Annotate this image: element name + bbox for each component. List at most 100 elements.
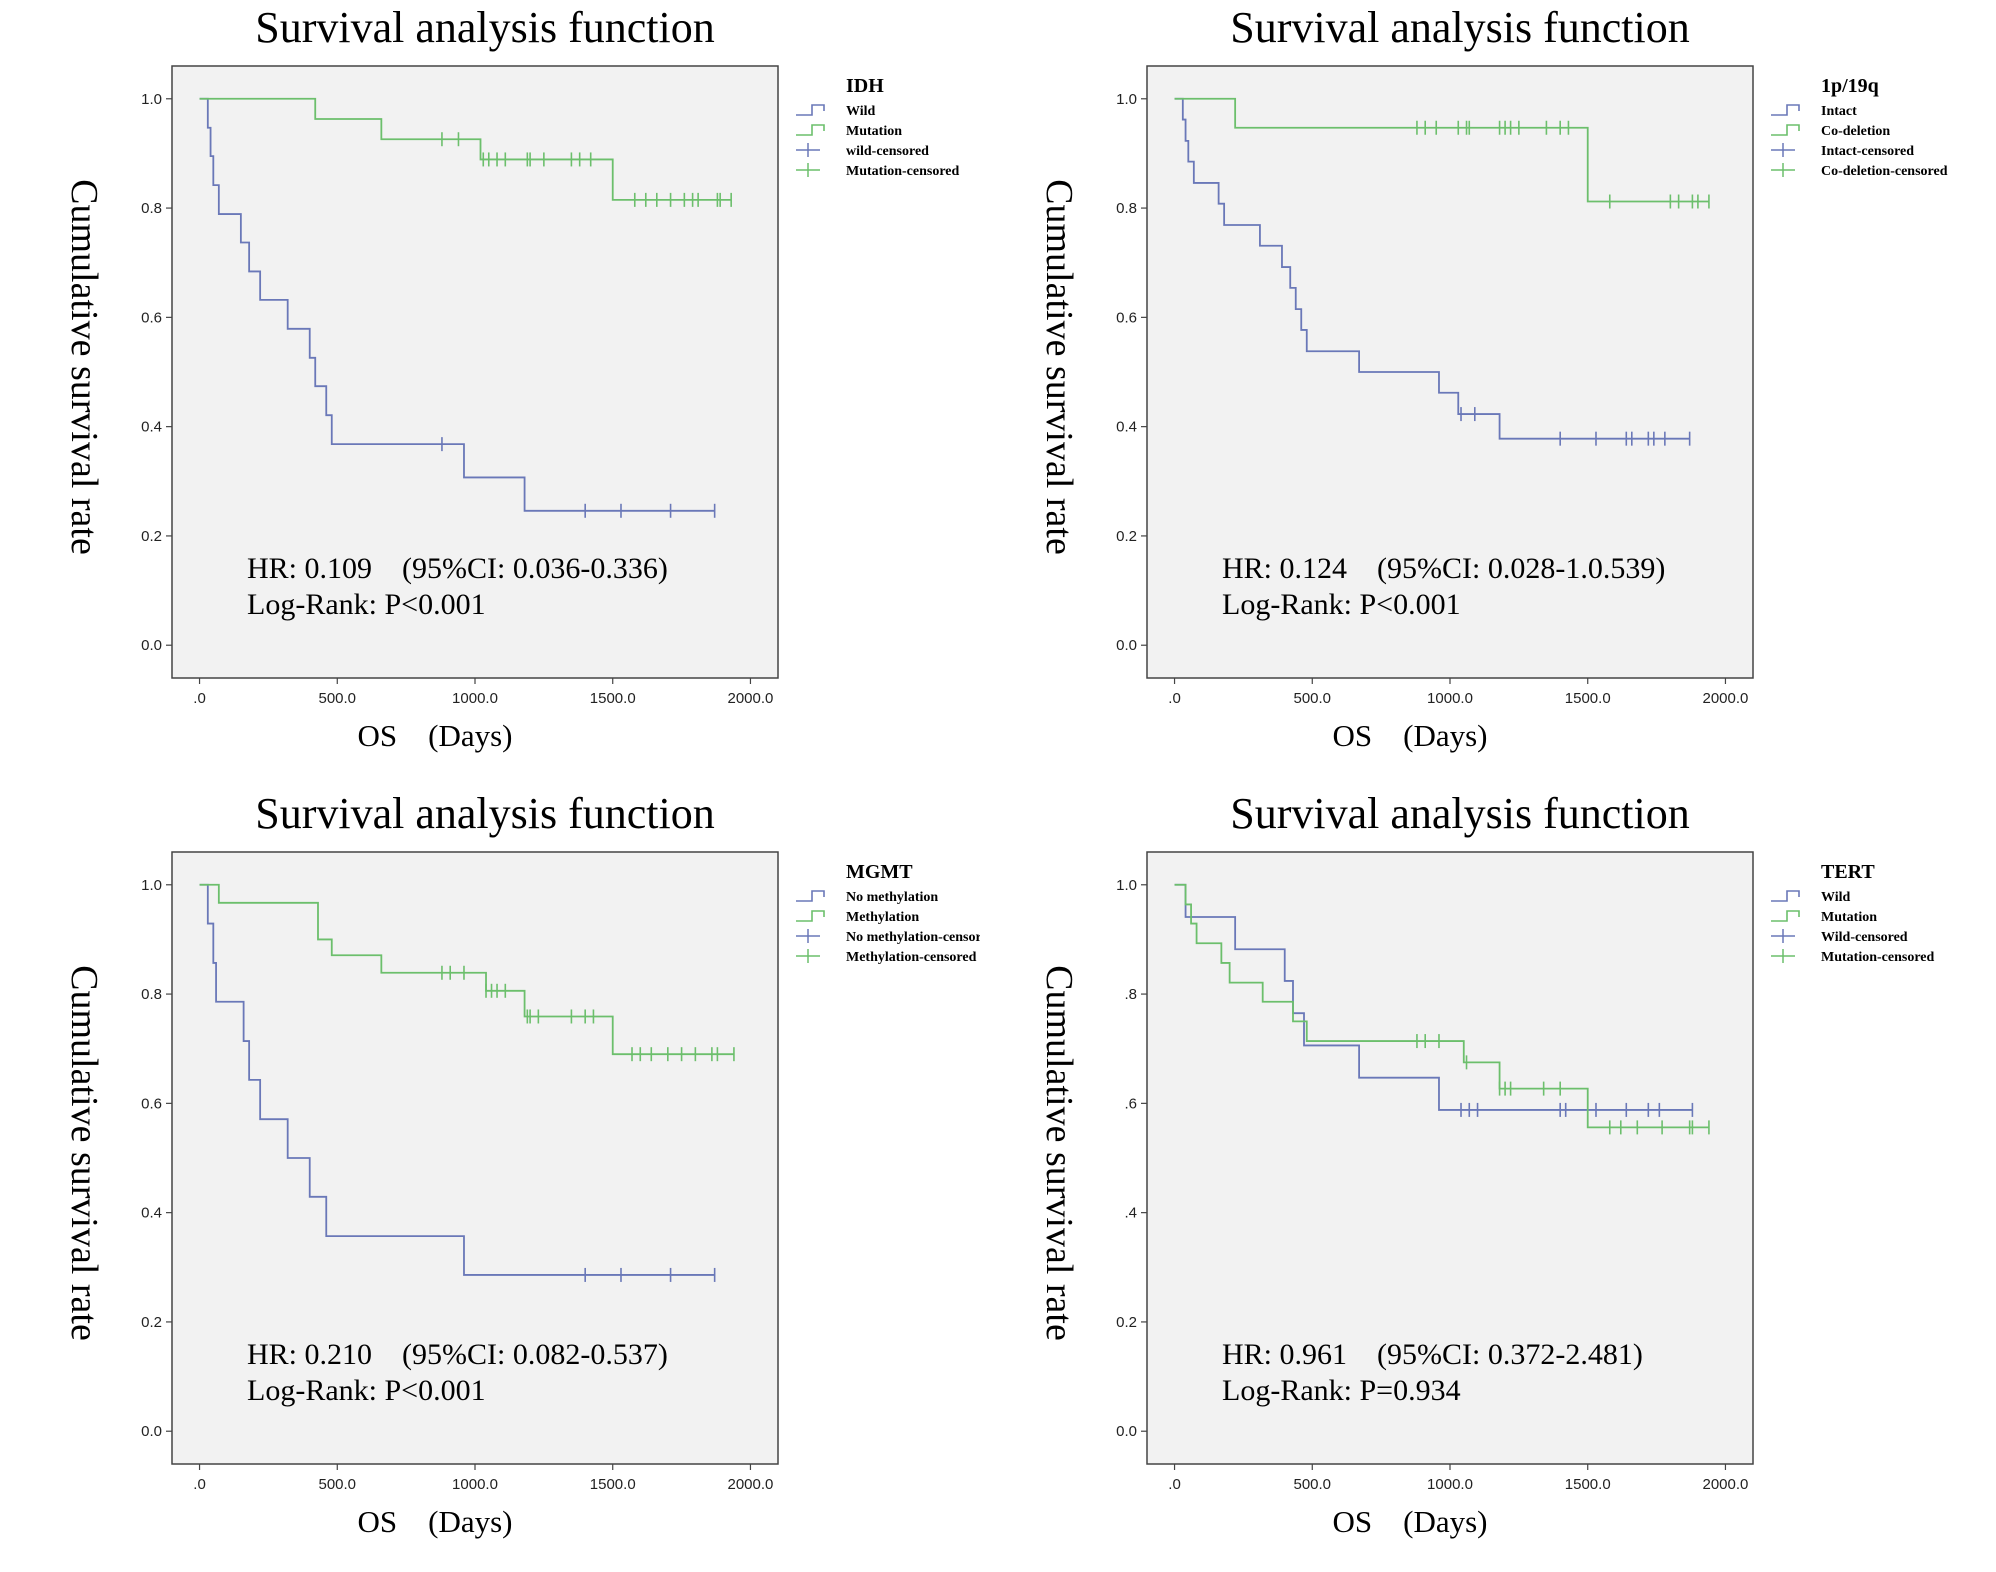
legend-item-label: Wild-censored [1821, 930, 1908, 945]
x-tick-label: 1500.0 [1565, 690, 1611, 707]
x-axis-label: OS (Days) [358, 1504, 513, 1539]
survival-curve-no-methylation [199, 883, 715, 1276]
survival-curve-wild [1174, 883, 1693, 1111]
y-tick-label: 1.0 [141, 877, 162, 894]
x-tick-label: 1000.0 [1427, 690, 1473, 707]
legend-item-label: wild-censored [846, 144, 929, 159]
km-panel-tert: Survival analysis function 0.0 0.2 .4 .6 .8 1.… [975, 786, 1955, 1566]
survival-curve-mutation [1174, 883, 1709, 1129]
y-tick-label: .6 [1124, 1095, 1137, 1112]
x-tick-label: 2000.0 [728, 690, 774, 707]
y-tick-label: 0.4 [141, 1205, 162, 1222]
km-chart-tert: Survival analysis function 0.0 0.2 .4 .6 .8 1.… [1038, 789, 1934, 1539]
hazard-ratio-annotation: HR: 0.210 (95%CI: 0.082-0.537) [247, 1338, 668, 1371]
x-tick-label: 1000.0 [1427, 1476, 1473, 1493]
x-tick-label: 1500.0 [1565, 1476, 1611, 1493]
legend-item-label: Mutation [1821, 910, 1877, 925]
plot-area [171, 65, 779, 679]
log-rank-annotation: Log-Rank: P<0.001 [247, 588, 486, 621]
legend-item-label: Wild [846, 104, 876, 119]
x-tick-label: 2000.0 [1703, 1476, 1749, 1493]
legend-item-label: Co-deletion-censored [1821, 164, 1948, 179]
plot-area [1146, 851, 1754, 1465]
legend-item-label: No methylation-censored [846, 930, 980, 945]
x-tick-label: 1000.0 [452, 690, 498, 707]
log-rank-annotation: Log-Rank: P<0.001 [247, 1374, 486, 1407]
log-rank-annotation: Log-Rank: P<0.001 [1222, 588, 1461, 621]
hazard-ratio-annotation: HR: 0.109 (95%CI: 0.036-0.336) [247, 552, 668, 585]
km-panel-mgmt: Survival analysis function 0.0 0.2 0.4 0.6 0.… [0, 786, 980, 1566]
survival-curve-methylation [199, 883, 734, 1056]
km-chart-1p19q: Survival analysis function 0.0 0.2 0.4 0.6 0.… [1038, 3, 1948, 753]
y-tick-label: 0.0 [1116, 1423, 1137, 1440]
legend-title: MGMT [846, 861, 913, 883]
x-tick-label: .0 [193, 690, 206, 707]
x-tick-label: 1500.0 [590, 1476, 636, 1493]
chart-title: Survival analysis function [255, 789, 715, 838]
x-tick-label: 500.0 [318, 690, 356, 707]
hazard-ratio-annotation: HR: 0.961 (95%CI: 0.372-2.481) [1222, 1338, 1643, 1371]
km-chart-idh: Survival analysis function 0.0 0.2 0.4 0.6 0.… [63, 3, 959, 753]
y-tick-label: 1.0 [1116, 91, 1137, 108]
legend-item-label: Mutation-censored [1821, 950, 1934, 965]
chart-title: Survival analysis function [255, 3, 715, 52]
x-tick-label: 1000.0 [452, 1476, 498, 1493]
y-tick-label: 1.0 [141, 91, 162, 108]
km-panel-1p19q: Survival analysis function 0.0 0.2 0.4 0.6 0.… [975, 0, 1955, 780]
chart-title: Survival analysis function [1230, 789, 1690, 838]
legend-item-label: Intact [1821, 104, 1857, 119]
y-axis-label: Cumulative survival rate [63, 965, 105, 1341]
y-tick-label: .8 [1124, 986, 1137, 1003]
km-chart-mgmt: Survival analysis function 0.0 0.2 0.4 0.6 0.… [63, 789, 980, 1539]
legend-item-label: Mutation-censored [846, 164, 959, 179]
legend-title: 1p/19q [1821, 75, 1879, 97]
y-tick-label: 0.0 [1116, 637, 1137, 654]
legend-step-marker [796, 104, 825, 116]
y-tick-label: 0.8 [141, 986, 162, 1003]
plot-area [1146, 65, 1754, 679]
y-axis-label: Cumulative survival rate [1038, 179, 1080, 555]
legend-item-label: Intact-censored [1821, 144, 1914, 159]
survival-curve-wild [199, 97, 715, 512]
y-tick-label: 0.2 [141, 1314, 162, 1331]
survival-curve-mutation [199, 97, 732, 201]
y-tick-label: 0.6 [1116, 309, 1137, 326]
x-tick-label: 500.0 [1293, 690, 1331, 707]
legend-item-label: Methylation-censored [846, 950, 977, 965]
survival-curve-co-deletion [1174, 97, 1709, 203]
x-axis-label: OS (Days) [1333, 718, 1488, 753]
legend-step-marker [796, 124, 825, 136]
x-axis-label: OS (Days) [1333, 1504, 1488, 1539]
legend-step-marker [1771, 890, 1800, 902]
x-tick-label: .0 [1168, 690, 1181, 707]
km-panel-idh: Survival analysis function 0.0 0.2 0.4 0.6 0.… [0, 0, 980, 780]
y-tick-label: 0.2 [1116, 1314, 1137, 1331]
x-tick-label: 500.0 [318, 1476, 356, 1493]
y-tick-label: 0.0 [141, 637, 162, 654]
y-tick-label: .4 [1124, 1205, 1137, 1222]
legend-step-marker [1771, 124, 1800, 136]
plot-area [171, 851, 779, 1465]
legend-step-marker [1771, 104, 1800, 116]
legend-title: TERT [1821, 861, 1875, 883]
legend-item-label: Co-deletion [1821, 124, 1890, 139]
x-axis-label: OS (Days) [358, 718, 513, 753]
x-tick-label: 500.0 [1293, 1476, 1331, 1493]
x-tick-label: .0 [193, 1476, 206, 1493]
x-tick-label: 1500.0 [590, 690, 636, 707]
x-tick-label: .0 [1168, 1476, 1181, 1493]
legend-step-marker [1771, 910, 1800, 922]
log-rank-annotation: Log-Rank: P=0.934 [1222, 1374, 1461, 1407]
legend-step-marker [796, 910, 825, 922]
y-axis-label: Cumulative survival rate [1038, 965, 1080, 1341]
y-tick-label: 0.6 [141, 1095, 162, 1112]
legend-item-label: Mutation [846, 124, 902, 139]
x-tick-label: 2000.0 [1703, 690, 1749, 707]
legend-item-label: No methylation [846, 890, 938, 905]
legend-title: IDH [846, 75, 884, 97]
y-tick-label: 0.8 [141, 200, 162, 217]
y-tick-label: 0.0 [141, 1423, 162, 1440]
y-tick-label: 0.8 [1116, 200, 1137, 217]
chart-title: Survival analysis function [1230, 3, 1690, 52]
y-tick-label: 0.2 [1116, 528, 1137, 545]
